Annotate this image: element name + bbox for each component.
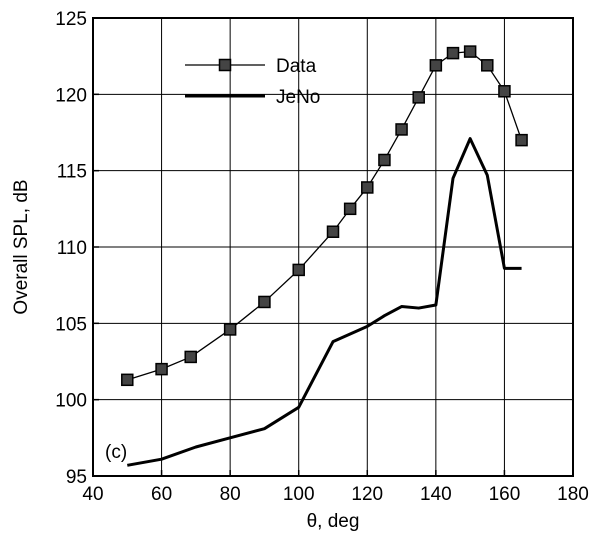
y-axis-title: Overall SPL, dB: [11, 179, 32, 314]
y-tick-label: 95: [66, 467, 87, 488]
y-tick-label: 120: [55, 85, 87, 106]
x-tick-label: 120: [351, 484, 383, 505]
legend-label-data: Data: [276, 56, 317, 77]
x-tick-label: 40: [82, 484, 103, 505]
data-point-data: [378, 153, 391, 167]
y-tick-label: 100: [55, 391, 87, 412]
data-point-data: [326, 225, 340, 238]
axis-ticks: 40 60 80 100 120 140 160 180 95 100 105 110 115 120 12…: [55, 9, 589, 505]
data-point-data: [343, 202, 357, 216]
data-point-data: [395, 123, 408, 136]
x-tick-label: 60: [151, 484, 172, 505]
x-tick-label: 160: [489, 484, 521, 505]
data-point-data: [361, 181, 374, 194]
x-tick-label: 100: [283, 484, 315, 505]
data-point-data: [446, 46, 460, 60]
panel-annotation: (c): [105, 442, 127, 463]
data-point-data: [412, 91, 425, 104]
data-point-data: [515, 133, 528, 147]
y-tick-label: 105: [55, 314, 87, 335]
data-point-data: [481, 59, 494, 72]
legend: Data JeNo: [185, 56, 320, 108]
y-tick-label: 110: [57, 238, 87, 259]
data-point-data: [223, 323, 237, 336]
series-line-data: [127, 50, 523, 381]
data-point-data: [121, 373, 134, 387]
x-tick-label: 80: [220, 484, 241, 505]
data-point-data: [429, 59, 443, 72]
data-point-data: [258, 295, 271, 309]
data-point-data: [498, 85, 511, 98]
series-layer: [121, 45, 528, 467]
series-line-jeno: [127, 137, 522, 467]
data-point-data: [155, 362, 168, 376]
legend-label-jeno: JeNo: [276, 87, 320, 108]
x-axis-title: θ, deg: [307, 511, 360, 532]
data-point-data: [292, 263, 305, 277]
x-tick-label: 140: [420, 484, 452, 505]
legend-marker-data: [218, 58, 232, 72]
data-point-data: [463, 45, 477, 58]
y-tick-label: 115: [57, 162, 87, 183]
x-tick-label: 180: [557, 484, 589, 505]
data-point-data: [184, 350, 197, 364]
y-tick-label: 125: [55, 9, 87, 30]
